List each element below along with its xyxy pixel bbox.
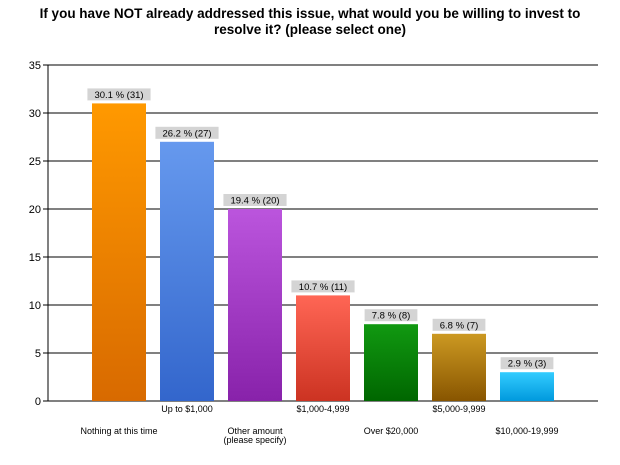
chart-title-line-1: If you have NOT already addressed this i… [39,6,581,21]
data-label: 7.8 % (8) [372,311,411,322]
data-label-box [87,88,151,101]
data-label: 26.2 % (27) [162,128,211,139]
chart-title: If you have NOT already addressed this i… [10,6,610,38]
bar [92,103,146,402]
bar [296,295,350,401]
data-label-box [364,309,418,322]
y-tick-label: 10 [29,300,41,312]
chart-title-line-2: resolve it? (please select one) [213,22,407,37]
category-label: Up to $1,000 [161,404,213,414]
data-label: 6.8 % (7) [440,320,479,331]
y-tick-label: 20 [29,204,41,216]
category-label: (please specify) [223,435,286,445]
category-label: $5,000-9,999 [432,404,485,414]
data-label-box [155,126,219,139]
category-label: $10,000-19,999 [495,426,558,436]
y-tick-label: 15 [29,252,41,264]
category-label: Over $20,000 [364,426,419,436]
data-label-box [432,318,486,331]
data-label: 19.4 % (20) [230,196,279,207]
data-label-box [223,194,287,206]
y-tick-label: 25 [29,156,41,168]
category-label: Other amount [227,426,283,436]
y-tick-label: 0 [35,396,41,408]
y-tick-label: 5 [35,348,41,360]
data-label: 2.9 % (3) [508,359,547,370]
bar [364,324,418,401]
category-label: $1,000-4,999 [296,404,349,414]
y-tick-label: 30 [29,108,41,120]
bar [500,372,554,401]
labels: 0 5 10 15 20 25 30 35 30.1 % (31) Nothing at this… [29,60,559,445]
data-label: 30.1 % (31) [94,90,143,101]
category-label: Nothing at this time [80,426,157,436]
y-tick-label: 35 [29,60,41,72]
data-label-box [291,280,355,293]
bar [432,333,486,401]
axes [43,64,49,402]
data-label: 10.7 % (11) [299,282,347,293]
bar [228,209,282,401]
bars [92,103,554,402]
bar [160,141,214,402]
data-label-box [500,357,554,370]
